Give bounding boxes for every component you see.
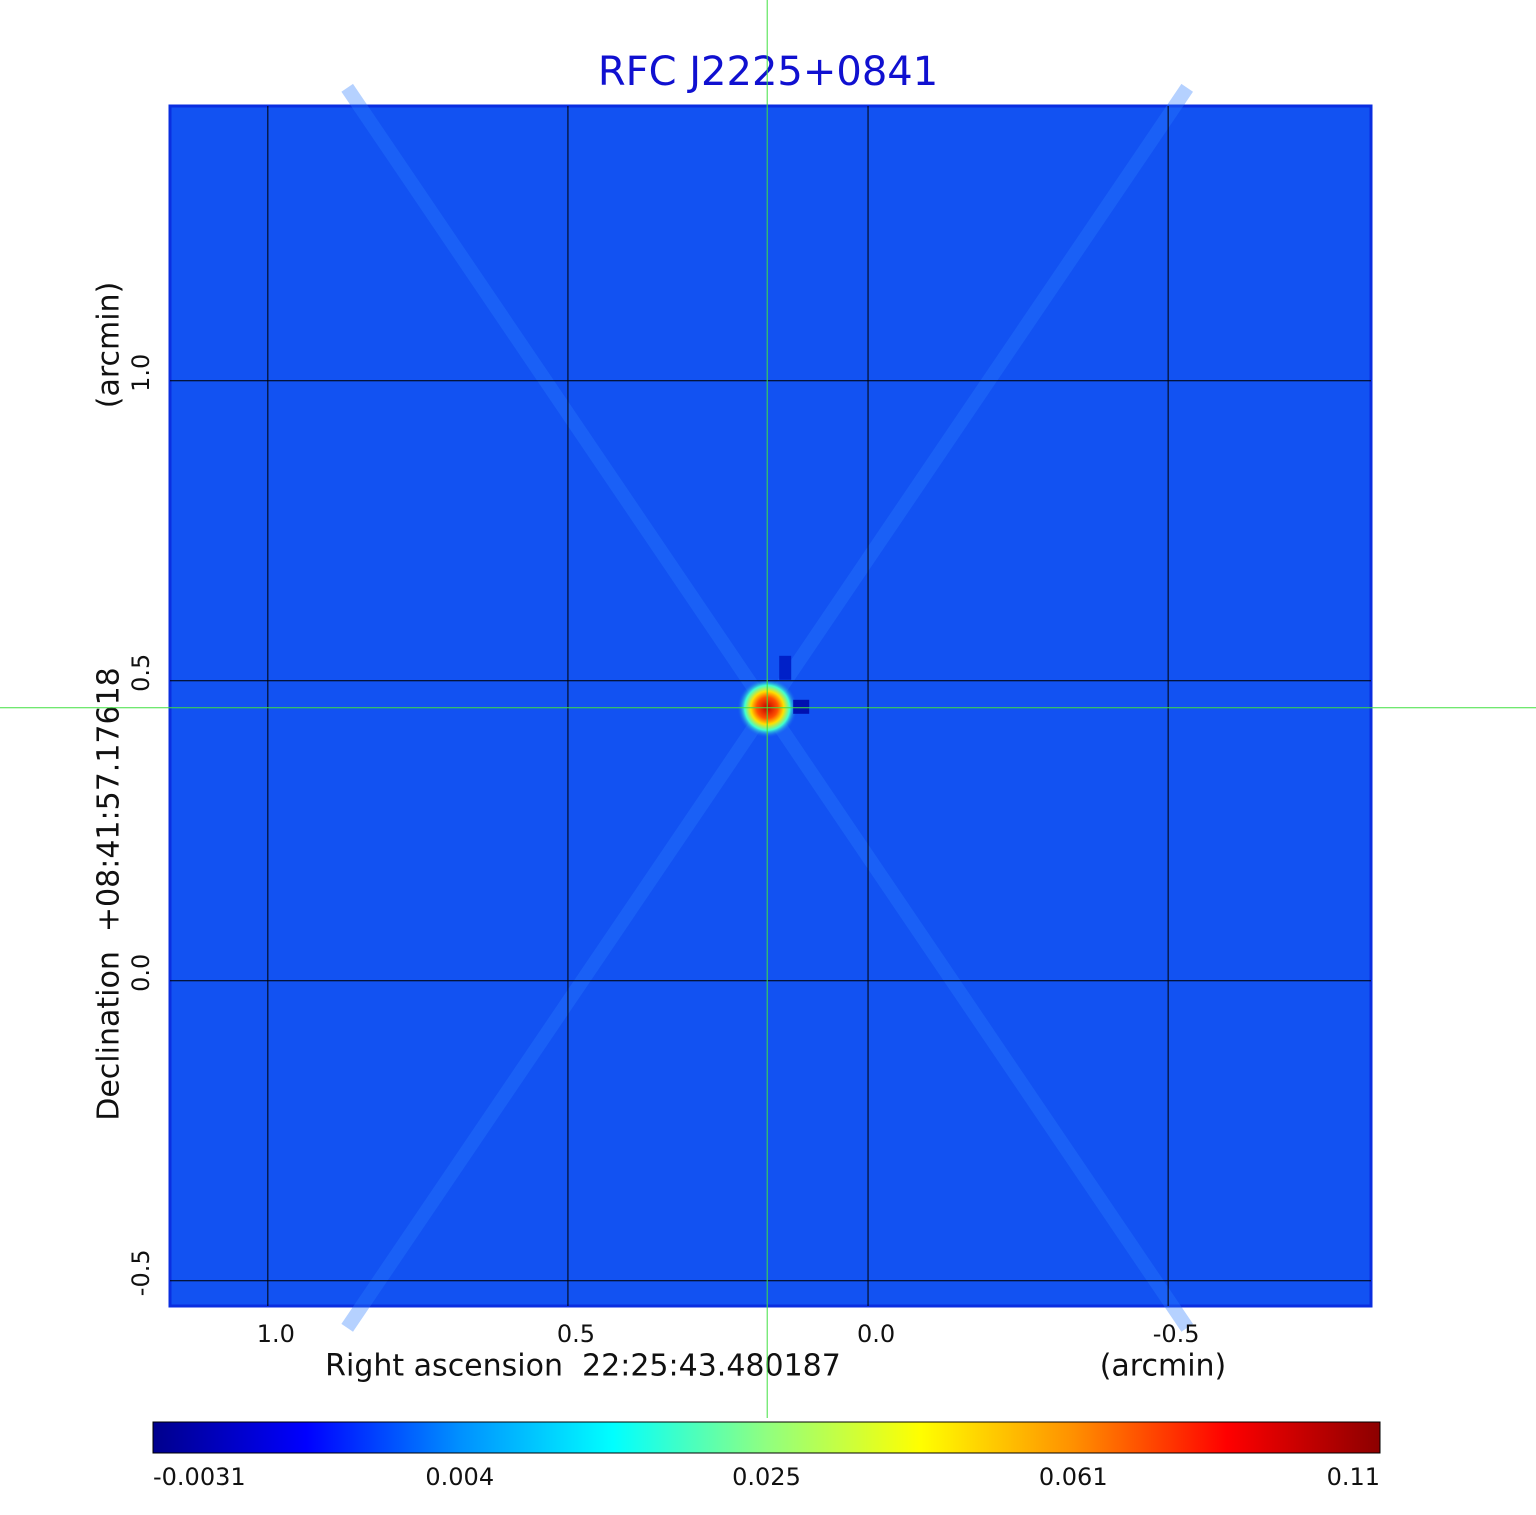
colorbar — [152, 1421, 1381, 1454]
y-axis-label: Declination +08:41:57.17618 — [92, 667, 127, 1121]
y-tick-label: 1.0 — [127, 354, 155, 392]
x-tick-label: 1.0 — [257, 1320, 295, 1348]
y-axis-unit: (arcmin) — [92, 282, 127, 409]
source-negative — [779, 655, 792, 680]
sidelobe — [761, 83, 1193, 712]
colorbar-tick-label: 0.025 — [732, 1463, 801, 1491]
x-axis-label: Right ascension 22:25:43.480187 — [325, 1349, 841, 1384]
x-tick-label: 0.0 — [857, 1320, 895, 1348]
sidelobe — [341, 703, 773, 1332]
colorbar-tick-label: 0.11 — [1327, 1463, 1380, 1491]
sidelobe — [341, 83, 773, 712]
colorbar-tick-label: -0.0031 — [153, 1463, 246, 1491]
y-tick-label: 0.0 — [127, 954, 155, 992]
colorbar-tick-label: 0.061 — [1039, 1463, 1108, 1491]
x-tick-label: 0.5 — [557, 1320, 595, 1348]
x-tick-label: -0.5 — [1153, 1320, 1200, 1348]
source-negative — [793, 699, 810, 714]
chart-title: RFC J2225+0841 — [598, 49, 938, 95]
y-tick-label: -0.5 — [127, 1249, 155, 1296]
colorbar-tick-label: 0.004 — [425, 1463, 494, 1491]
sidelobe — [761, 703, 1193, 1332]
y-tick-label: 0.5 — [127, 654, 155, 692]
x-axis-unit: (arcmin) — [1100, 1349, 1227, 1384]
